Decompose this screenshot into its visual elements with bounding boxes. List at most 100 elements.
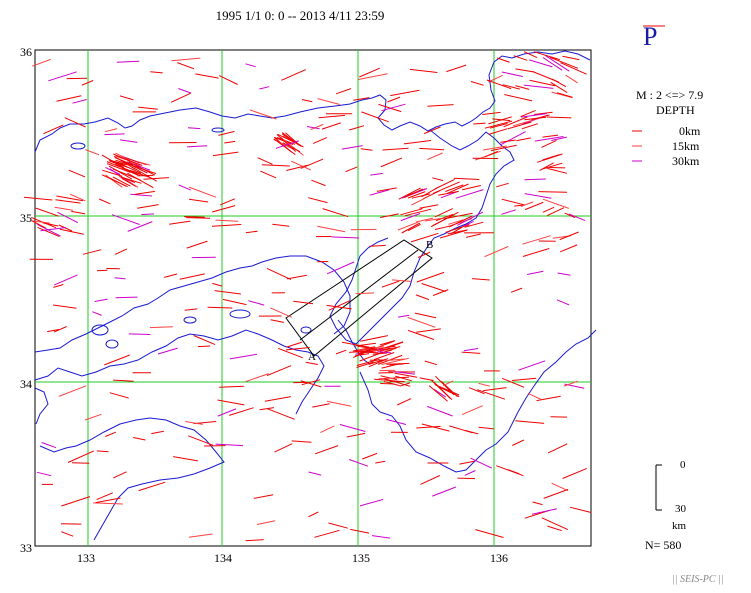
p-axis-segment bbox=[286, 164, 309, 171]
p-axis-segment bbox=[111, 214, 140, 225]
map-title: 1995 1/1 0: 0 -- 2013 4/11 23:59 bbox=[215, 8, 385, 23]
p-axis-segment bbox=[121, 177, 137, 187]
p-axis-segment bbox=[164, 273, 178, 278]
p-axis-segment bbox=[361, 111, 389, 123]
p-axis-segment bbox=[317, 225, 346, 233]
p-axis-segment bbox=[378, 377, 395, 380]
p-axis-segment bbox=[173, 456, 198, 462]
p-axis-segment bbox=[335, 88, 352, 95]
p-axis-segment bbox=[562, 467, 587, 479]
p-axis-segment bbox=[532, 501, 543, 506]
p-axis-segment bbox=[381, 103, 406, 112]
p-axis-segment bbox=[515, 68, 535, 73]
p-axis-segment bbox=[462, 185, 481, 191]
p-axis-segment bbox=[516, 137, 531, 142]
p-axis-segment bbox=[128, 333, 151, 335]
p-axis-segment bbox=[522, 248, 550, 257]
p-axis-segment bbox=[399, 382, 411, 387]
p-axis-segment bbox=[407, 191, 426, 199]
p-axis-segment bbox=[353, 349, 371, 358]
p-axis-segment bbox=[445, 184, 464, 192]
p-axis-segment bbox=[448, 219, 464, 225]
p-axis-segment bbox=[59, 228, 84, 235]
coastline-shikoku-north bbox=[34, 329, 325, 415]
p-axis-segment bbox=[275, 140, 299, 149]
p-axis-segment bbox=[423, 126, 441, 135]
p-axis-segment bbox=[341, 341, 370, 348]
legend-magnitude-range: M : 2 <=> 7.9 bbox=[636, 88, 704, 102]
p-axis-segment bbox=[386, 418, 407, 425]
p-axis-segment bbox=[178, 184, 191, 191]
p-axis-segment bbox=[484, 120, 513, 129]
p-axis-segment bbox=[457, 477, 476, 480]
p-axis-segment bbox=[356, 361, 374, 368]
p-axis-segment bbox=[546, 116, 572, 119]
p-axis-segment bbox=[416, 425, 441, 429]
legend-depth-0: 0km bbox=[679, 124, 701, 138]
p-axis-segment bbox=[125, 157, 147, 166]
lat-tick-36: 36 bbox=[20, 45, 32, 59]
p-axis-segment bbox=[477, 389, 506, 400]
p-axis-segment bbox=[96, 492, 113, 501]
p-axis-segment bbox=[301, 379, 321, 386]
p-axis-segment bbox=[186, 217, 211, 219]
p-axis-segment bbox=[53, 304, 77, 309]
p-axis-segment bbox=[524, 193, 552, 199]
p-axis-segment bbox=[442, 380, 454, 387]
p-axis-segment bbox=[510, 287, 523, 293]
p-axis-segment bbox=[193, 335, 216, 346]
p-axis-segment bbox=[53, 326, 67, 333]
p-axis-segment bbox=[274, 443, 293, 453]
p-axis-segment bbox=[370, 172, 383, 176]
p-axis-segment bbox=[266, 365, 292, 377]
p-axis-segment bbox=[101, 174, 128, 188]
p-axis-segment bbox=[321, 122, 341, 130]
p-axis-segment bbox=[184, 308, 198, 311]
p-axis-segment bbox=[391, 279, 411, 282]
p-axis-segment bbox=[318, 114, 345, 119]
p-axis-segment bbox=[116, 60, 140, 63]
p-axis-segment bbox=[531, 508, 558, 515]
p-axis-segment bbox=[484, 246, 509, 258]
p-axis-segment bbox=[104, 354, 130, 366]
p-axis-segment bbox=[409, 68, 438, 73]
p-axis-segment bbox=[455, 189, 484, 199]
p-axis-segment bbox=[483, 145, 507, 151]
p-axis-segment bbox=[215, 443, 244, 447]
cross-section-box bbox=[285, 239, 433, 357]
p-axis-segment bbox=[380, 383, 395, 385]
p-axis-segment bbox=[245, 230, 258, 234]
p-axis-segment bbox=[400, 208, 423, 216]
p-axis-segment bbox=[520, 109, 536, 118]
p-axis-segment bbox=[224, 140, 236, 144]
p-axis-segment bbox=[415, 217, 434, 223]
p-axis-segment bbox=[375, 460, 386, 464]
p-axis-segment bbox=[464, 470, 476, 476]
p-axis-segment bbox=[533, 51, 560, 61]
legend-symbol-p: P bbox=[643, 22, 658, 51]
p-axis-segment bbox=[136, 166, 157, 175]
p-axis-segment bbox=[257, 157, 273, 165]
p-axis-segment bbox=[500, 139, 516, 143]
p-axis-segment bbox=[355, 292, 375, 295]
p-axis-segment bbox=[82, 249, 102, 255]
p-axis-segment bbox=[310, 123, 324, 131]
p-axis-segment bbox=[245, 63, 256, 68]
p-axis-segment bbox=[459, 460, 475, 465]
p-axis-segment bbox=[471, 278, 490, 281]
p-axis-segment bbox=[416, 271, 445, 283]
p-axis-segment bbox=[542, 134, 559, 138]
p-axis-segment bbox=[157, 347, 178, 355]
p-axis-segment bbox=[179, 273, 205, 280]
p-axis-segment bbox=[81, 80, 94, 86]
p-axis-segment bbox=[281, 133, 302, 147]
p-axis-segment bbox=[411, 193, 431, 199]
p-axis-segment bbox=[320, 425, 335, 434]
p-axis-segment bbox=[565, 74, 578, 84]
p-axis-segment bbox=[488, 128, 508, 135]
p-axis-segment bbox=[398, 314, 410, 318]
p-axis-segment bbox=[305, 361, 318, 365]
p-axis-segment bbox=[434, 178, 455, 190]
p-axis-segment bbox=[355, 348, 371, 352]
